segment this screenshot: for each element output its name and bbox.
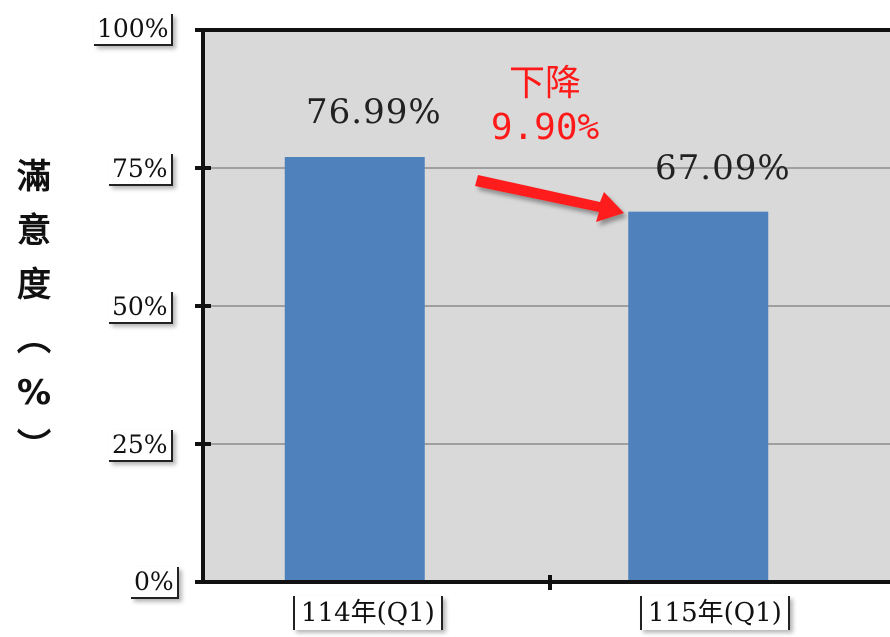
- y-tick-label-100: 100%: [94, 14, 174, 46]
- bar-1: [628, 211, 769, 582]
- y-tick-label-25: 25%: [109, 430, 173, 462]
- x-category-label-115: 115年(Q1): [640, 596, 790, 630]
- trend-arrow: [475, 175, 624, 222]
- y-tick-label-0: 0%: [131, 567, 179, 599]
- y-tick-label-75: 75%: [109, 154, 173, 186]
- y-ticks: [195, 28, 211, 584]
- bar-0: [284, 157, 425, 582]
- decline-annotation: 下降 9.90%: [470, 62, 620, 150]
- y-axis-title-char-0: 滿: [17, 157, 51, 197]
- y-axis-title-char-1: 意: [17, 211, 51, 251]
- data-label-115: 67.09%: [655, 148, 791, 188]
- x-category-label-114: 114年(Q1): [293, 596, 443, 630]
- y-axis-title-char-4: %: [16, 373, 52, 413]
- y-axis-title: 滿意度 ︵% ︶: [14, 150, 54, 474]
- decline-annotation-value: 9.90%: [490, 107, 600, 148]
- y-axis-title-char-5: ︶: [17, 427, 51, 467]
- y-axis-title-char-3: ︵: [17, 319, 51, 359]
- y-tick-label-50: 50%: [109, 292, 173, 324]
- y-axis-title-char-2: 度: [17, 265, 51, 305]
- bars: [284, 157, 769, 582]
- data-label-114: 76.99%: [306, 92, 442, 132]
- decline-annotation-title: 下降: [508, 63, 581, 104]
